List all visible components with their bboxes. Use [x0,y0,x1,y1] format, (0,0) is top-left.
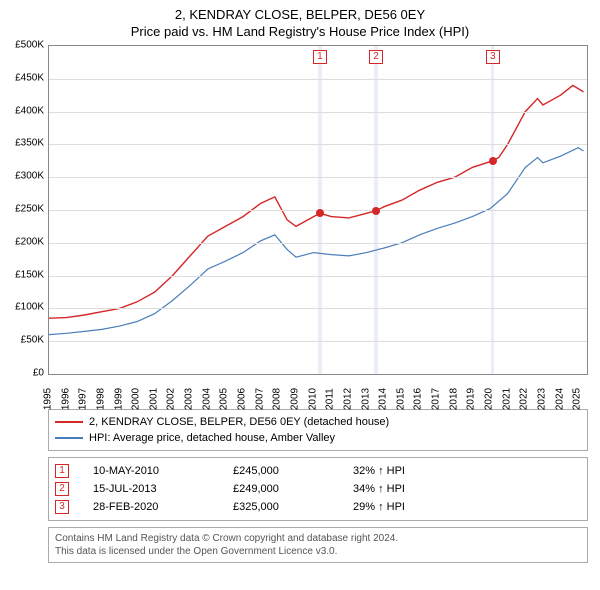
series-property [49,85,584,318]
sale-row: 2 15-JUL-2013£249,00034% ↑ HPI [49,480,587,498]
sale-price: £249,000 [233,483,353,495]
x-axis-label: 2010 [307,388,318,410]
x-axis-label: 2012 [342,388,353,410]
x-axis-label: 2007 [254,388,265,410]
x-axis-label: 2009 [289,388,300,410]
sale-dot-1 [316,209,324,217]
x-axis-label: 1997 [78,388,89,410]
sale-diff: 29% ↑ HPI [353,501,581,513]
sale-marker-1: 1 [313,50,327,64]
sale-dot-3 [489,157,497,165]
y-axis-label: £400K [15,105,44,116]
y-axis-label: £250K [15,204,44,215]
x-axis-label: 2003 [184,388,195,410]
sale-diff: 32% ↑ HPI [353,465,581,477]
x-axis-label: 2022 [519,388,530,410]
legend-label: HPI: Average price, detached house, Ambe… [89,432,335,444]
x-axis-label: 2001 [148,388,159,410]
sale-date: 15-JUL-2013 [93,483,233,495]
sale-row-marker: 1 [55,464,69,478]
chart-title-sub: Price paid vs. HM Land Registry's House … [6,22,594,39]
y-axis-label: £200K [15,236,44,247]
x-axis-label: 2014 [378,388,389,410]
x-axis-label: 1998 [95,388,106,410]
x-axis-label: 2011 [325,388,336,410]
x-axis-label: 2023 [536,388,547,410]
sale-price: £245,000 [233,465,353,477]
attrib-line1: Contains HM Land Registry data © Crown c… [55,532,581,545]
x-axis-label: 2017 [431,388,442,410]
x-axis-label: 2013 [360,388,371,410]
legend-label: 2, KENDRAY CLOSE, BELPER, DE56 0EY (deta… [89,416,389,428]
attribution-box: Contains HM Land Registry data © Crown c… [48,527,588,563]
y-axis-label: £0 [33,368,44,379]
y-axis-label: £450K [15,72,44,83]
y-axis-label: £350K [15,138,44,149]
x-axis-label: 2021 [501,388,512,410]
sale-marker-2: 2 [369,50,383,64]
sale-marker-3: 3 [486,50,500,64]
x-axis-label: 2016 [413,388,424,410]
series-hpi [49,148,584,335]
x-axis-label: 2006 [237,388,248,410]
x-axis-label: 2004 [201,388,212,410]
x-axis-label: 1999 [113,388,124,410]
legend-item: 2, KENDRAY CLOSE, BELPER, DE56 0EY (deta… [55,414,581,430]
x-axis-label: 2018 [448,388,459,410]
sale-date: 28-FEB-2020 [93,501,233,513]
y-axis-label: £150K [15,269,44,280]
legend-swatch [55,437,83,439]
x-axis-label: 2019 [466,388,477,410]
sale-row-marker: 2 [55,482,69,496]
sale-date: 10-MAY-2010 [93,465,233,477]
y-axis-label: £500K [15,40,44,51]
x-axis-label: 2020 [483,388,494,410]
sale-dot-2 [372,207,380,215]
legend-box: 2, KENDRAY CLOSE, BELPER, DE56 0EY (deta… [48,409,588,451]
x-axis-label: 1996 [60,388,71,410]
sale-price: £325,000 [233,501,353,513]
legend-swatch [55,421,83,423]
y-axis-label: £300K [15,171,44,182]
x-axis-label: 2002 [166,388,177,410]
y-axis-label: £100K [15,302,44,313]
x-axis-label: 2000 [131,388,142,410]
x-axis-label: 2008 [272,388,283,410]
y-axis-label: £50K [21,335,44,346]
plot-area: 1 2 3 [48,45,588,375]
sale-diff: 34% ↑ HPI [353,483,581,495]
sale-row: 1 10-MAY-2010£245,00032% ↑ HPI [49,462,587,480]
x-axis-label: 1995 [43,388,54,410]
chart-region: £0£50K£100K£150K£200K£250K£300K£350K£400… [48,45,588,403]
attrib-line2: This data is licensed under the Open Gov… [55,545,581,558]
x-axis-label: 2024 [554,388,565,410]
x-axis-label: 2025 [572,388,583,410]
sale-row-marker: 3 [55,500,69,514]
chart-title-address: 2, KENDRAY CLOSE, BELPER, DE56 0EY [6,4,594,22]
sale-row: 3 28-FEB-2020£325,00029% ↑ HPI [49,498,587,516]
sales-table: 1 10-MAY-2010£245,00032% ↑ HPI 2 15-JUL-201… [48,457,588,521]
x-axis-label: 2005 [219,388,230,410]
x-axis-label: 2015 [395,388,406,410]
legend-item: HPI: Average price, detached house, Ambe… [55,430,581,446]
